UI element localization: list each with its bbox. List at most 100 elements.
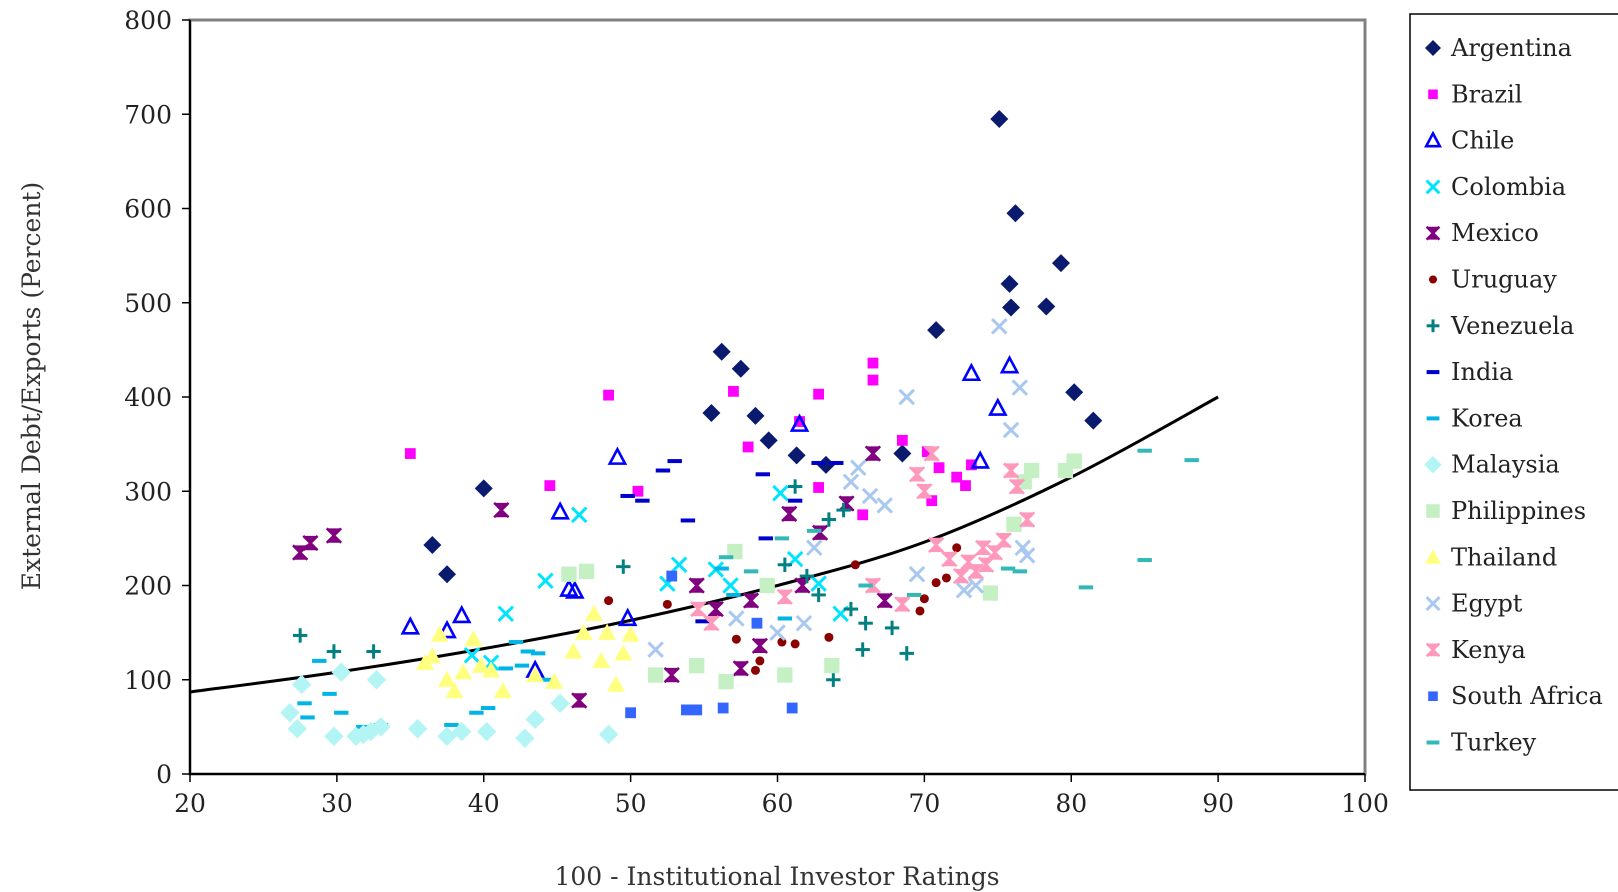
point-kenya [864, 577, 882, 594]
point-uruguay [662, 599, 672, 609]
legend-label-argentina: Argentina [1450, 34, 1572, 62]
point-brazil [926, 495, 938, 507]
point-chile [961, 362, 982, 382]
point-colombia [497, 605, 515, 623]
point-venezuela [616, 559, 631, 574]
point-brazil [960, 480, 971, 491]
point-argentina [759, 431, 778, 450]
point-colombia [463, 646, 481, 664]
point-uruguay [731, 634, 741, 644]
point-korea [538, 677, 553, 682]
point-mexico [864, 445, 882, 462]
x-tick-label: 70 [908, 789, 940, 818]
x-tick-label: 50 [615, 789, 647, 818]
point-philippines [647, 667, 664, 683]
point-korea [777, 616, 793, 621]
point-egypt [769, 624, 786, 641]
point-malaysia [287, 719, 307, 739]
point-brazil [813, 388, 825, 400]
point-mexico [325, 527, 343, 544]
point-egypt [908, 565, 926, 583]
x-tick-label: 90 [1202, 789, 1234, 818]
point-egypt [842, 473, 860, 491]
point-mexico [742, 592, 760, 609]
point-uruguay [755, 656, 765, 666]
point-egypt [1011, 379, 1029, 396]
legend-label-south-africa: South Africa [1451, 682, 1603, 710]
point-egypt [647, 641, 664, 658]
point-uruguay [941, 573, 951, 583]
legend-marker-argentina [1425, 40, 1441, 56]
point-philippines [561, 566, 577, 582]
point-uruguay [915, 606, 925, 616]
point-venezuela [858, 616, 873, 631]
legend-marker-korea [1426, 416, 1440, 421]
legend-marker-philippines [1426, 504, 1440, 518]
point-philippines [777, 667, 793, 683]
point-mexico [751, 637, 768, 654]
point-turkey [743, 569, 759, 574]
point-egypt [898, 388, 916, 406]
point-thailand [445, 682, 464, 699]
point-thailand [598, 623, 617, 640]
point-brazil [965, 459, 977, 471]
point-colombia [772, 484, 789, 502]
point-brazil [603, 389, 614, 401]
point-malaysia [515, 728, 535, 748]
point-thailand [574, 623, 593, 640]
point-turkey [1078, 585, 1094, 590]
point-venezuela [811, 587, 826, 603]
point-philippines [1023, 462, 1040, 479]
legend-marker-egypt [1425, 596, 1441, 612]
point-chile [999, 355, 1020, 374]
x-tick-label: 30 [321, 789, 353, 818]
point-malaysia [437, 726, 457, 747]
point-korea [297, 701, 312, 706]
point-argentina [474, 479, 493, 498]
legend-item-argentina: Argentina [1425, 34, 1572, 62]
point-uruguay [790, 639, 800, 649]
legend-marker-thailand [1425, 549, 1441, 564]
point-malaysia [324, 726, 344, 747]
point-argentina [746, 406, 765, 425]
point-korea [520, 649, 536, 654]
point-malaysia [407, 719, 428, 739]
point-south-africa [786, 702, 798, 714]
point-kenya [703, 615, 720, 632]
point-brazil [867, 357, 879, 369]
point-argentina [731, 359, 750, 378]
point-turkey [906, 592, 922, 597]
point-thailand [464, 630, 483, 647]
legend-label-turkey: Turkey [1451, 729, 1537, 757]
point-venezuela [843, 601, 859, 617]
legend-box [1409, 13, 1618, 791]
point-venezuela [292, 628, 308, 643]
point-uruguay [604, 596, 614, 606]
point-malaysia [452, 721, 472, 742]
point-chile [617, 607, 638, 627]
point-turkey [774, 536, 790, 541]
point-brazil [933, 462, 945, 474]
point-india [680, 518, 696, 523]
point-brazil [544, 480, 556, 491]
y-tick-label: 200 [124, 572, 172, 601]
point-turkey [1000, 566, 1016, 571]
point-brazil [728, 385, 739, 397]
x-tick-label: 60 [762, 789, 794, 818]
legend-item-egypt: Egypt [1425, 590, 1523, 618]
point-kenya [690, 600, 707, 618]
point-mexico [707, 600, 724, 618]
point-kenya [908, 466, 926, 483]
point-egypt [955, 581, 973, 599]
point-brazil [742, 441, 754, 453]
legend-item-chile: Chile [1424, 127, 1514, 155]
point-turkey [807, 528, 822, 533]
point-malaysia [366, 670, 387, 690]
point-india [655, 468, 671, 473]
point-turkey [858, 583, 873, 588]
point-egypt [1002, 421, 1020, 439]
point-uruguay [919, 594, 929, 604]
point-mexico [302, 535, 319, 552]
point-egypt [1018, 547, 1036, 564]
legend-item-philippines: Philippines [1426, 497, 1586, 525]
